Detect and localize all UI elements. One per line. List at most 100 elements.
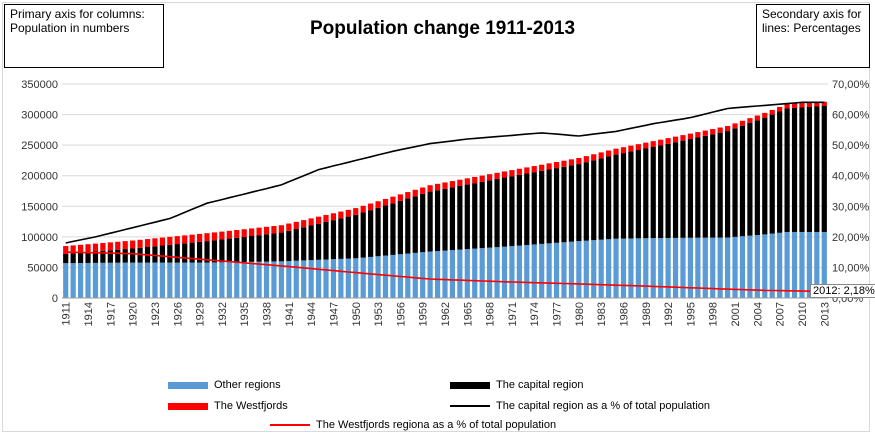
bar-capital-region xyxy=(687,139,694,238)
bar-westfjords xyxy=(791,103,798,108)
bar-capital-region xyxy=(702,135,708,238)
secondary-axis-note: Secondary axis for lines: Percentages xyxy=(756,4,870,68)
bar-other-regions xyxy=(695,237,701,298)
bar-other-regions xyxy=(732,236,738,298)
bar-other-regions xyxy=(724,237,731,298)
bar-capital-region xyxy=(122,249,128,263)
bar-other-regions xyxy=(412,252,418,298)
bar-other-regions xyxy=(806,231,813,298)
bar-capital-region xyxy=(368,210,374,257)
bar-capital-region xyxy=(174,244,180,263)
bar-other-regions xyxy=(211,262,218,298)
x-tick-label: 1974 xyxy=(529,302,541,326)
bar-capital-region xyxy=(293,229,299,261)
bar-westfjords xyxy=(576,157,582,165)
x-tick-label: 1995 xyxy=(685,302,697,326)
x-tick-label: 1935 xyxy=(239,302,251,326)
y-left-tick-label: 150000 xyxy=(21,201,58,213)
bar-westfjords xyxy=(613,148,619,155)
bar-capital-region xyxy=(464,184,470,250)
x-tick-label: 1956 xyxy=(395,302,407,326)
bar-other-regions xyxy=(583,240,589,298)
bar-other-regions xyxy=(122,262,128,298)
bar-other-regions xyxy=(308,260,314,298)
bar-capital-region xyxy=(553,168,560,243)
x-tick-label: 1914 xyxy=(83,302,95,326)
bar-westfjords xyxy=(784,103,790,109)
capital-pct-line xyxy=(65,101,825,244)
x-tick-label: 1944 xyxy=(306,302,318,326)
bar-capital-region xyxy=(182,243,188,263)
bar-westfjords xyxy=(494,172,500,179)
bar-westfjords xyxy=(442,182,448,189)
bar-other-regions xyxy=(620,238,627,298)
x-tick-label: 1983 xyxy=(596,302,608,326)
bar-westfjords xyxy=(115,241,121,250)
bar-westfjords xyxy=(353,208,359,215)
bar-capital-region xyxy=(330,220,337,260)
bar-capital-region xyxy=(159,245,166,263)
bar-capital-region xyxy=(546,169,552,244)
bar-capital-region xyxy=(249,236,255,262)
x-tick-label: 1947 xyxy=(328,302,340,326)
bar-westfjords xyxy=(457,179,463,186)
bar-other-regions xyxy=(591,240,597,298)
bar-other-regions xyxy=(598,239,604,298)
bar-other-regions xyxy=(799,231,805,298)
x-tick-label: 1911 xyxy=(61,302,73,326)
bar-westfjords xyxy=(524,167,530,174)
bar-other-regions xyxy=(561,242,567,298)
bar-other-regions xyxy=(241,261,247,298)
bar-capital-region xyxy=(315,223,322,260)
bar-other-regions xyxy=(672,237,679,298)
bar-other-regions xyxy=(167,262,173,298)
bar-capital-region xyxy=(308,225,314,261)
chart-title: Population change 1911-2013 xyxy=(310,18,576,39)
bar-other-regions xyxy=(539,243,545,298)
y-left-tick-label: 50000 xyxy=(27,262,58,274)
bar-westfjords xyxy=(323,214,329,222)
bar-westfjords xyxy=(739,120,746,126)
y-left-tick-label: 0 xyxy=(52,293,58,305)
x-tick-label: 1950 xyxy=(351,302,363,326)
bar-other-regions xyxy=(784,231,790,298)
bar-other-regions xyxy=(747,235,753,298)
bar-capital-region xyxy=(427,191,433,252)
bar-westfjords xyxy=(167,236,173,245)
bar-other-regions xyxy=(130,262,136,298)
bar-westfjords xyxy=(643,142,649,149)
bar-other-regions xyxy=(710,237,716,298)
bar-capital-region xyxy=(643,148,649,239)
bar-westfjords xyxy=(479,175,485,182)
bar-capital-region xyxy=(256,235,262,262)
bar-other-regions xyxy=(494,247,500,298)
bar-other-regions xyxy=(479,248,485,298)
bar-capital-region xyxy=(375,207,381,257)
bar-westfjords xyxy=(724,126,731,132)
bar-westfjords xyxy=(85,244,91,253)
bar-capital-region xyxy=(784,108,790,232)
bar-capital-region xyxy=(63,253,69,264)
bar-westfjords xyxy=(695,132,701,138)
bar-westfjords xyxy=(516,168,522,175)
bar-westfjords xyxy=(382,198,389,206)
legend-swatch-westfjords-pct xyxy=(270,424,310,426)
bar-capital-region xyxy=(494,178,500,248)
bar-capital-region xyxy=(747,123,753,236)
bar-westfjords xyxy=(405,192,411,199)
x-tick-label: 2007 xyxy=(775,302,787,326)
bar-capital-region xyxy=(204,241,210,263)
bar-other-regions xyxy=(628,238,634,298)
x-tick-label: 1989 xyxy=(641,302,653,326)
bar-capital-region xyxy=(806,106,813,232)
bar-westfjords xyxy=(293,221,299,230)
bar-other-regions xyxy=(777,232,783,298)
bar-capital-region xyxy=(509,176,515,247)
bar-other-regions xyxy=(375,256,381,298)
bar-capital-region xyxy=(672,142,679,238)
y-right-tick-label: 30,00% xyxy=(832,201,870,213)
bar-other-regions xyxy=(769,233,775,298)
bar-other-regions xyxy=(524,244,530,298)
bar-other-regions xyxy=(92,262,99,298)
bar-other-regions xyxy=(814,231,820,298)
